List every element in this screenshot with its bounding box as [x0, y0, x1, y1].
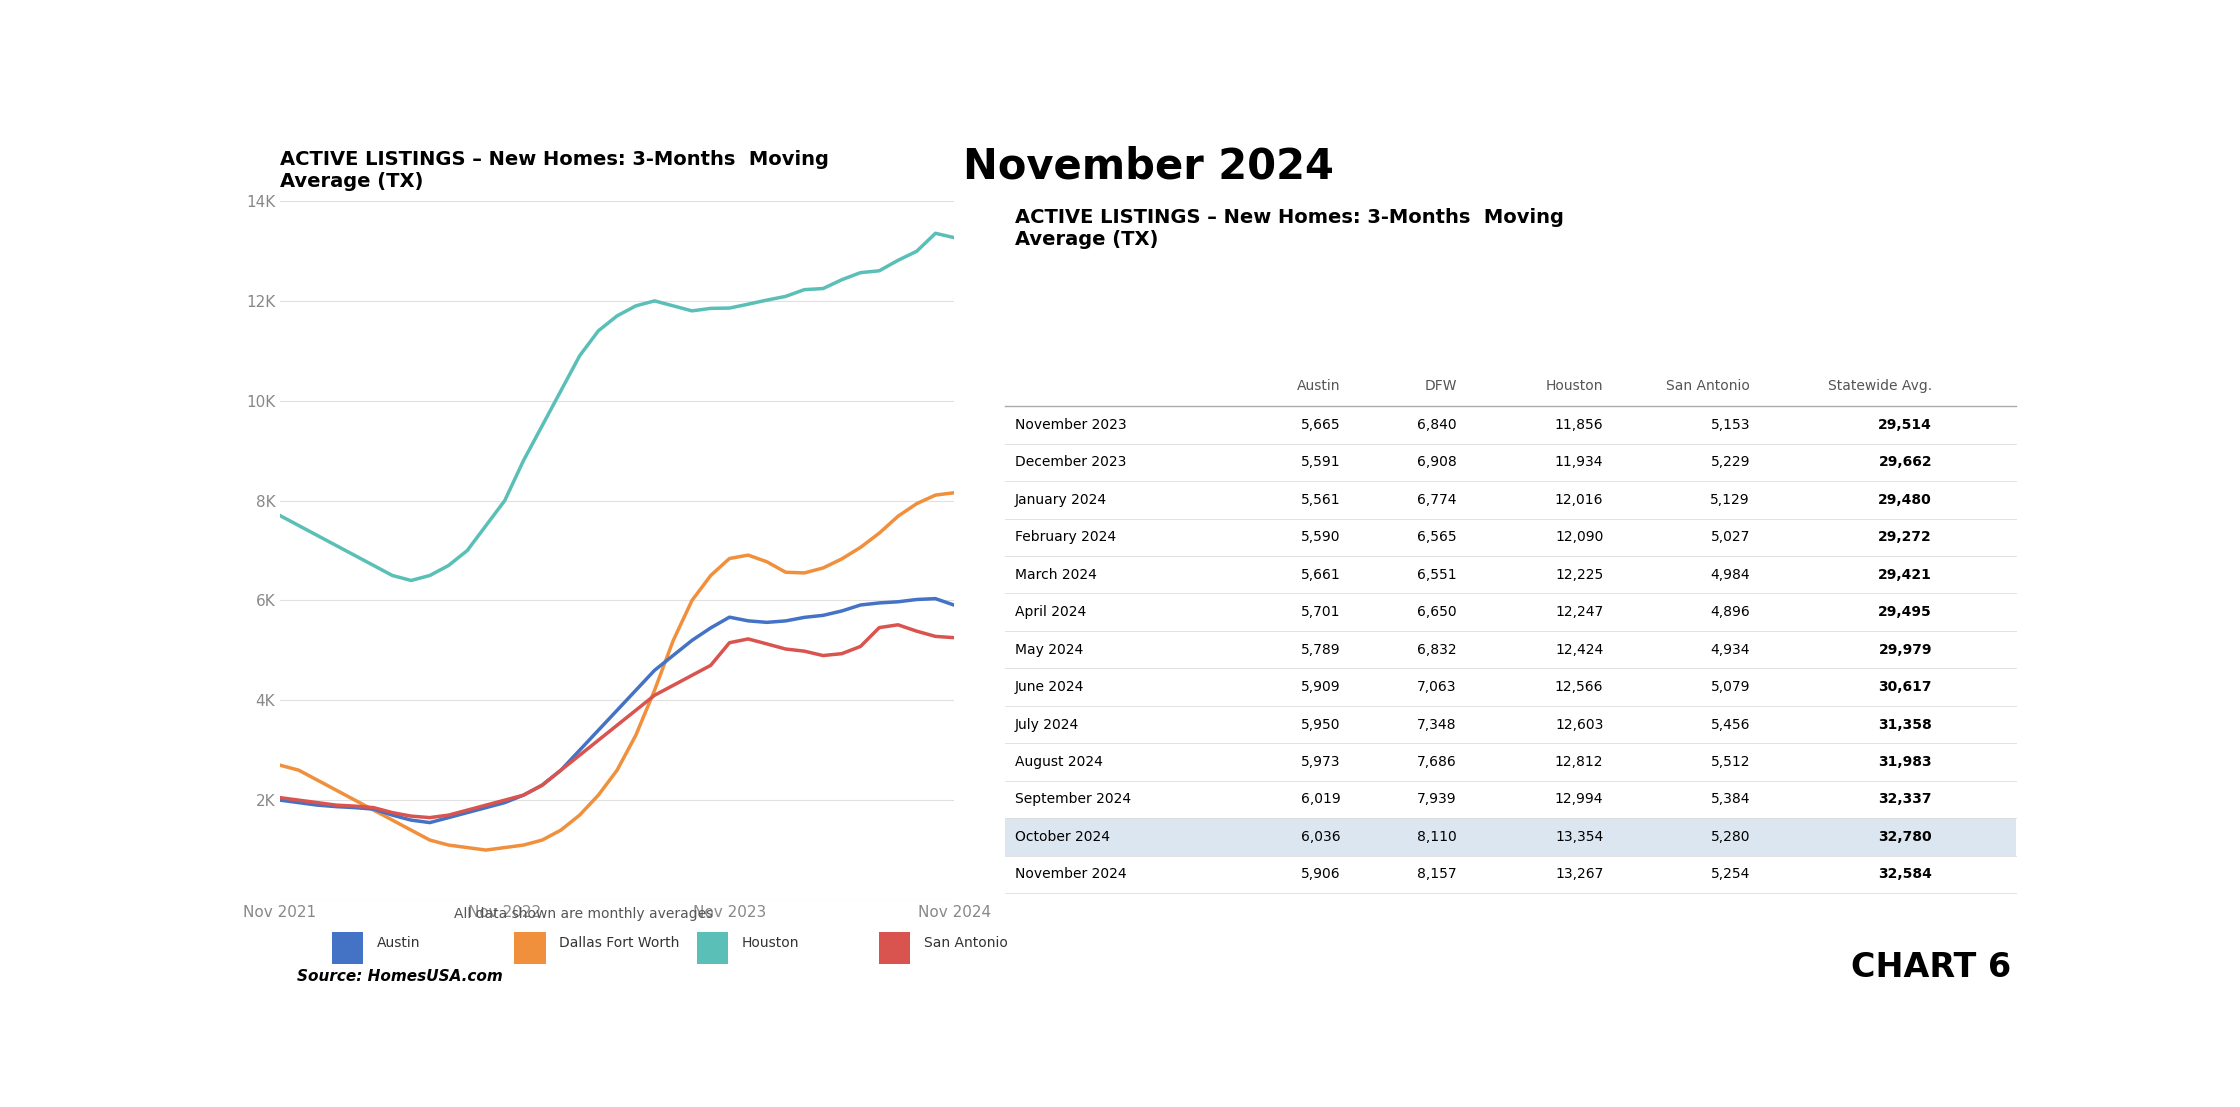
Text: Houston: Houston [1546, 379, 1604, 393]
Text: 5,590: 5,590 [1301, 530, 1340, 545]
Text: 12,566: 12,566 [1555, 680, 1604, 694]
Text: 6,774: 6,774 [1418, 493, 1456, 507]
Text: January 2024: January 2024 [1015, 493, 1107, 507]
Text: April 2024: April 2024 [1015, 606, 1086, 619]
Text: 6,908: 6,908 [1418, 455, 1456, 469]
Text: 12,090: 12,090 [1555, 530, 1604, 545]
Text: 32,780: 32,780 [1879, 830, 1933, 844]
Text: 5,665: 5,665 [1301, 418, 1340, 432]
Text: All data shown are monthly averages: All data shown are monthly averages [455, 907, 712, 921]
Text: 5,701: 5,701 [1301, 606, 1340, 619]
Text: 12,994: 12,994 [1555, 793, 1604, 806]
Text: 12,016: 12,016 [1555, 493, 1604, 507]
Text: August 2024: August 2024 [1015, 755, 1102, 769]
Text: 29,272: 29,272 [1879, 530, 1933, 545]
Text: ACTIVE LISTINGS – New Homes: 3-Months  Moving
Average (TX): ACTIVE LISTINGS – New Homes: 3-Months Mo… [280, 151, 829, 192]
Bar [697, 931, 728, 964]
Text: 8,110: 8,110 [1418, 830, 1456, 844]
Text: 12,603: 12,603 [1555, 717, 1604, 732]
Text: 7,348: 7,348 [1418, 717, 1456, 732]
Text: 4,984: 4,984 [1711, 568, 1749, 581]
Text: 5,456: 5,456 [1711, 717, 1749, 732]
Bar [332, 931, 363, 964]
Text: February 2024: February 2024 [1015, 530, 1116, 545]
Text: 29,979: 29,979 [1879, 643, 1933, 656]
Text: Statewide Avg.: Statewide Avg. [1828, 379, 1933, 393]
Text: 5,909: 5,909 [1301, 680, 1340, 694]
Text: 8,157: 8,157 [1418, 867, 1456, 881]
Text: 5,153: 5,153 [1711, 418, 1749, 432]
Text: San Antonio: San Antonio [925, 935, 1008, 950]
Text: October 2024: October 2024 [1015, 830, 1109, 844]
Text: 5,254: 5,254 [1711, 867, 1749, 881]
Text: 5,512: 5,512 [1711, 755, 1749, 769]
Text: May 2024: May 2024 [1015, 643, 1084, 656]
Text: 5,079: 5,079 [1711, 680, 1749, 694]
Text: Source: HomesUSA.com: Source: HomesUSA.com [298, 969, 504, 983]
Text: 32,337: 32,337 [1879, 793, 1933, 806]
Text: DFW: DFW [1425, 379, 1456, 393]
Text: 12,225: 12,225 [1555, 568, 1604, 581]
Text: 6,840: 6,840 [1418, 418, 1456, 432]
Text: 29,421: 29,421 [1877, 568, 1933, 581]
Text: 12,247: 12,247 [1555, 606, 1604, 619]
Text: 4,934: 4,934 [1711, 643, 1749, 656]
Text: 5,906: 5,906 [1301, 867, 1340, 881]
Bar [1006, 818, 2016, 856]
Text: 5,384: 5,384 [1711, 793, 1749, 806]
Text: 5,973: 5,973 [1301, 755, 1340, 769]
Text: 11,934: 11,934 [1555, 455, 1604, 469]
Text: 6,551: 6,551 [1418, 568, 1456, 581]
Text: ACTIVE LISTINGS – New Homes: 3-Months  Moving
Average (TX): ACTIVE LISTINGS – New Homes: 3-Months Mo… [1015, 208, 1564, 249]
Text: 31,983: 31,983 [1879, 755, 1933, 769]
Text: 13,267: 13,267 [1555, 867, 1604, 881]
Text: November 2024: November 2024 [963, 146, 1333, 188]
Text: San Antonio: San Antonio [1667, 379, 1749, 393]
Text: 6,565: 6,565 [1418, 530, 1456, 545]
Text: CHART 6: CHART 6 [1850, 951, 2012, 983]
Text: December 2023: December 2023 [1015, 455, 1127, 469]
Text: 5,129: 5,129 [1711, 493, 1749, 507]
Text: 29,480: 29,480 [1879, 493, 1933, 507]
Text: September 2024: September 2024 [1015, 793, 1131, 806]
Text: 6,832: 6,832 [1418, 643, 1456, 656]
Text: 6,019: 6,019 [1301, 793, 1340, 806]
Text: 7,063: 7,063 [1418, 680, 1456, 694]
Text: 11,856: 11,856 [1555, 418, 1604, 432]
Text: 7,686: 7,686 [1418, 755, 1456, 769]
Text: 7,939: 7,939 [1418, 793, 1456, 806]
Text: 5,229: 5,229 [1711, 455, 1749, 469]
Text: Houston: Houston [741, 935, 800, 950]
Text: 29,514: 29,514 [1877, 418, 1933, 432]
Text: 4,896: 4,896 [1711, 606, 1749, 619]
Text: November 2024: November 2024 [1015, 867, 1127, 881]
Text: 5,950: 5,950 [1301, 717, 1340, 732]
Text: 6,650: 6,650 [1418, 606, 1456, 619]
Text: 5,591: 5,591 [1301, 455, 1340, 469]
Text: 5,661: 5,661 [1301, 568, 1340, 581]
Text: 29,662: 29,662 [1879, 455, 1933, 469]
Text: 12,424: 12,424 [1555, 643, 1604, 656]
Text: 29,495: 29,495 [1879, 606, 1933, 619]
Text: Austin: Austin [376, 935, 421, 950]
Text: 31,358: 31,358 [1879, 717, 1933, 732]
Text: 5,027: 5,027 [1711, 530, 1749, 545]
Text: Dallas Fort Worth: Dallas Fort Worth [560, 935, 681, 950]
Text: 30,617: 30,617 [1879, 680, 1933, 694]
Text: June 2024: June 2024 [1015, 680, 1084, 694]
Text: 13,354: 13,354 [1555, 830, 1604, 844]
Bar [878, 931, 909, 964]
Text: Austin: Austin [1297, 379, 1340, 393]
Text: November 2023: November 2023 [1015, 418, 1127, 432]
Text: 32,584: 32,584 [1877, 867, 1933, 881]
Bar [515, 931, 547, 964]
Text: July 2024: July 2024 [1015, 717, 1080, 732]
Text: 5,561: 5,561 [1301, 493, 1340, 507]
Text: 6,036: 6,036 [1301, 830, 1340, 844]
Text: 5,789: 5,789 [1301, 643, 1340, 656]
Text: 5,280: 5,280 [1711, 830, 1749, 844]
Text: 12,812: 12,812 [1555, 755, 1604, 769]
Text: March 2024: March 2024 [1015, 568, 1098, 581]
